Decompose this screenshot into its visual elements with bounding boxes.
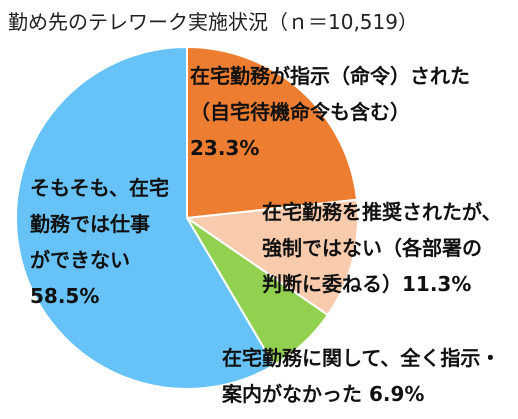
slice-label-line: ができない	[30, 248, 130, 272]
slice-label-line: 在宅勤務に関して、全く指示・	[222, 346, 501, 370]
slice-label-line: 案内がなかった 6.9%	[222, 382, 425, 406]
slice-label-line: 在宅勤務を推奨されたが、	[262, 200, 502, 224]
slice-label-line: そもそも、在宅	[30, 176, 169, 200]
chart-title: 勤め先のテレワーク実施状況（ｎ＝10,519）	[8, 10, 418, 34]
slice-label-recommended: 在宅勤務を推奨されたが、 強制ではない（各部署の 判断に委ねる）11.3%	[262, 194, 502, 302]
slice-value: 23.3%	[190, 136, 260, 160]
slice-directed	[186, 45, 359, 220]
slice-label-line: 強制ではない（各部署の	[262, 236, 482, 260]
slice-value: 58.5%	[30, 284, 100, 308]
slice-label-cannot-work: そもそも、在宅 勤務では仕事 ができない 58.5%	[30, 170, 169, 314]
slice-label-line: 判断に委ねる）11.3%	[262, 272, 472, 296]
slice-cannot-work	[15, 45, 276, 390]
slice-label-no-instruction: 在宅勤務に関して、全く指示・ 案内がなかった 6.9%	[222, 340, 500, 412]
slice-label-directed: 在宅勤務が指示（命令）された （自宅待機命令も含む） 23.3%	[190, 58, 470, 166]
slice-label-line: 在宅勤務が指示（命令）された	[190, 64, 470, 88]
slice-recommended	[184, 198, 359, 317]
slice-label-line: （自宅待機命令も含む）	[190, 100, 410, 124]
slice-label-line: 勤務では仕事	[30, 212, 150, 236]
